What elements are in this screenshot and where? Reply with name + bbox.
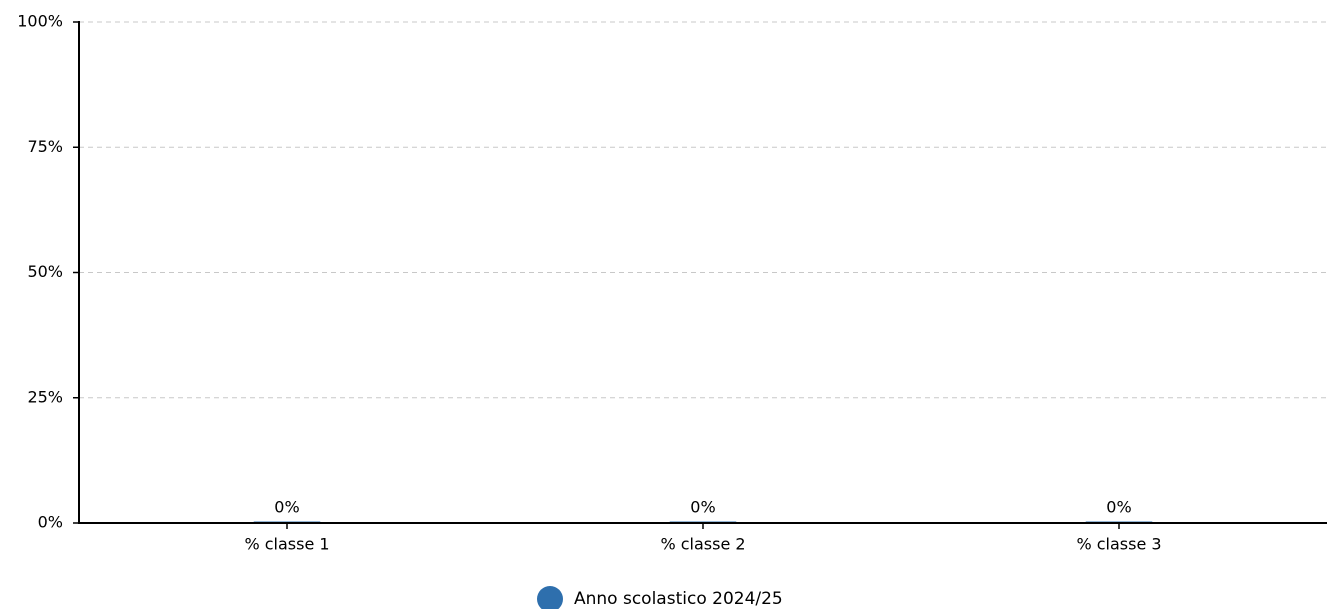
x-axis-ticks: % classe 1 % classe 2 % classe 3	[244, 523, 1162, 554]
data-label: 0%	[690, 498, 715, 517]
y-tick-label: 50%	[27, 262, 63, 281]
x-tick-label: % classe 1	[244, 535, 329, 554]
y-tick-label: 25%	[27, 387, 63, 406]
x-tick-label: % classe 3	[1076, 535, 1161, 554]
x-tick-label: % classe 2	[660, 535, 745, 554]
y-axis-ticks: 0% 25% 50% 75% 100%	[17, 12, 79, 532]
data-label: 0%	[1106, 498, 1131, 517]
y-tick-label: 75%	[27, 137, 63, 156]
data-labels: 0% 0% 0%	[274, 498, 1131, 517]
y-tick-label: 100%	[17, 12, 63, 31]
legend-marker	[537, 586, 563, 609]
grid-lines	[79, 21, 1327, 524]
data-label: 0%	[274, 498, 299, 517]
legend: Anno scolastico 2024/25	[537, 586, 783, 609]
y-tick-label: 0%	[38, 513, 63, 532]
legend-label: Anno scolastico 2024/25	[574, 589, 783, 609]
